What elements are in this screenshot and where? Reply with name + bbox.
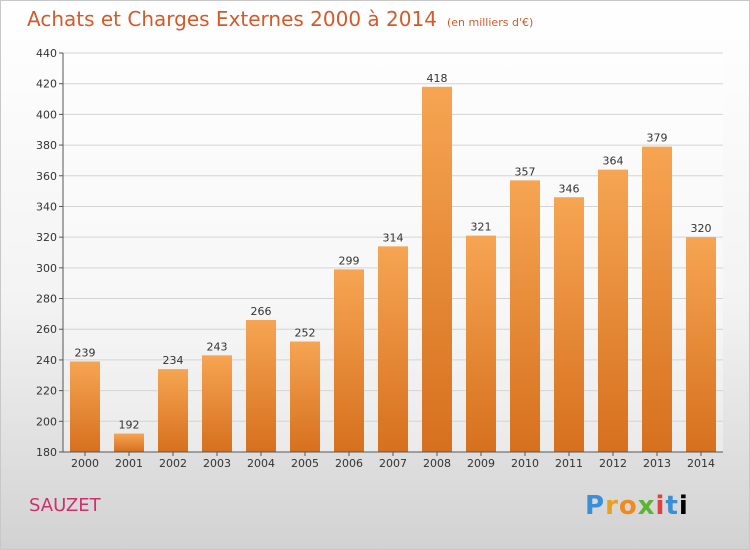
x-tick-label: 2013 [643, 457, 671, 470]
x-tick-label: 2011 [555, 457, 583, 470]
data-label: 239 [75, 346, 96, 359]
x-tick-label: 2003 [203, 457, 231, 470]
chart-title: Achats et Charges Externes 2000 à 2014 (e… [27, 7, 533, 31]
chart-unit: (en milliers d'€) [446, 16, 534, 29]
bar [202, 355, 232, 452]
bar [334, 269, 364, 452]
bar [290, 341, 320, 452]
x-tick-label: 2010 [511, 457, 539, 470]
proxiti-logo: Proxiti [585, 491, 689, 521]
y-tick-label: 280 [36, 293, 57, 306]
bar [246, 320, 276, 452]
data-label: 243 [207, 340, 228, 353]
logo-letter: r [605, 491, 619, 521]
data-label: 357 [515, 165, 536, 178]
y-tick-label: 240 [36, 354, 57, 367]
data-label: 379 [647, 132, 668, 145]
y-tick-label: 360 [36, 170, 57, 183]
x-tick-label: 2012 [599, 457, 627, 470]
y-tick-label: 300 [36, 262, 57, 275]
x-tick-label: 2004 [247, 457, 275, 470]
x-tick-label: 2001 [115, 457, 143, 470]
x-tick-label: 2007 [379, 457, 407, 470]
data-label: 418 [427, 72, 448, 85]
bar [422, 86, 452, 452]
bar [686, 237, 716, 452]
x-tick-label: 2006 [335, 457, 363, 470]
y-tick-label: 320 [36, 231, 57, 244]
y-tick-label: 180 [36, 446, 57, 459]
bar [510, 180, 540, 452]
data-label: 364 [603, 155, 624, 168]
y-tick-label: 420 [36, 78, 57, 91]
logo-letter: i [655, 491, 666, 521]
y-tick-label: 340 [36, 200, 57, 213]
data-label: 252 [295, 327, 316, 340]
logo-letter: P [585, 491, 606, 521]
data-label: 320 [691, 222, 712, 235]
bar [70, 361, 100, 452]
data-label: 234 [163, 354, 184, 367]
data-label: 266 [251, 305, 272, 318]
x-tick-label: 2005 [291, 457, 319, 470]
bar [554, 197, 584, 452]
data-label: 346 [559, 182, 580, 195]
y-tick-label: 220 [36, 385, 57, 398]
x-tick-label: 2009 [467, 457, 495, 470]
commune-name: SAUZET [29, 495, 101, 516]
bar [378, 246, 408, 452]
logo-letter: i [678, 491, 689, 521]
y-tick-label: 400 [36, 108, 57, 121]
data-label: 314 [383, 231, 404, 244]
logo-letter: t [665, 491, 679, 521]
bar [114, 433, 144, 452]
x-tick-label: 2000 [71, 457, 99, 470]
chart-title-text: Achats et Charges Externes 2000 à 2014 [27, 7, 437, 31]
logo-letter: o [618, 491, 638, 521]
data-label: 299 [339, 254, 360, 267]
bar [466, 235, 496, 452]
y-tick-label: 440 [36, 47, 57, 60]
y-tick-label: 200 [36, 415, 57, 428]
y-tick-label: 260 [36, 323, 57, 336]
data-label: 192 [119, 419, 140, 432]
bar [158, 369, 188, 452]
bar [598, 169, 628, 452]
bar [642, 146, 672, 452]
logo-letter: x [637, 491, 656, 521]
x-tick-label: 2008 [423, 457, 451, 470]
x-tick-label: 2002 [159, 457, 187, 470]
data-label: 321 [471, 221, 492, 234]
x-tick-label: 2014 [687, 457, 715, 470]
y-tick-label: 380 [36, 139, 57, 152]
